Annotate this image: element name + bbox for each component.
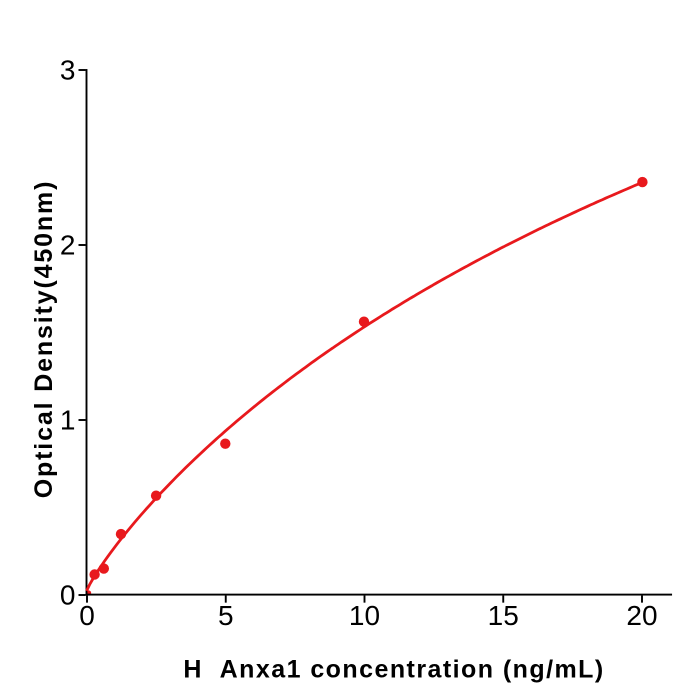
svg-text:0: 0 (60, 580, 76, 611)
svg-text:Optical Density(450nm): Optical Density(450nm) (30, 180, 58, 499)
svg-text:2: 2 (60, 230, 76, 261)
svg-text:5: 5 (218, 600, 234, 631)
svg-text:20: 20 (626, 600, 657, 631)
svg-text:1: 1 (60, 405, 76, 436)
svg-text:15: 15 (488, 600, 519, 631)
svg-text:3: 3 (60, 55, 76, 86)
svg-text:10: 10 (349, 600, 380, 631)
svg-text:H Anxa1 concentration (ng/mL): H Anxa1 concentration (ng/mL) (183, 656, 604, 684)
svg-text:0: 0 (79, 600, 95, 631)
